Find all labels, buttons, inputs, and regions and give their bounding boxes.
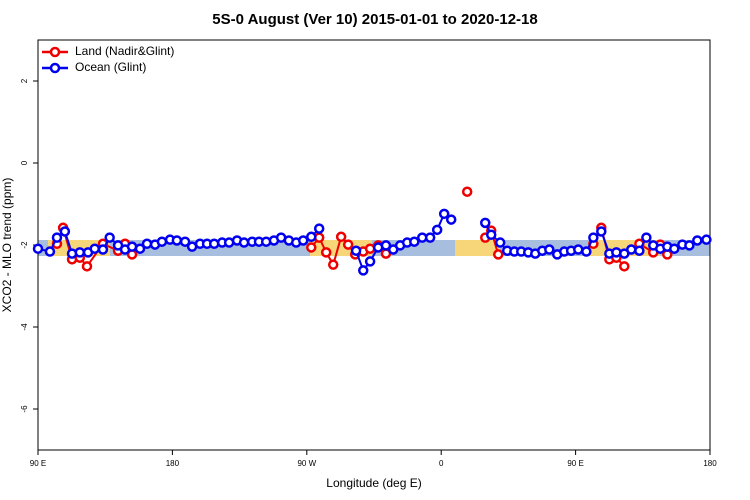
series-point bbox=[81, 261, 93, 272]
series-point bbox=[480, 217, 491, 229]
x-tick-label: 90 W bbox=[297, 459, 316, 468]
series-point bbox=[97, 244, 109, 255]
y-axis-label: XCO2 - MLO trend (ppm) bbox=[0, 178, 14, 313]
series-point bbox=[581, 246, 592, 257]
series-point bbox=[684, 240, 695, 251]
y-tick-label: -4 bbox=[20, 323, 29, 331]
series-point bbox=[619, 261, 630, 272]
y-tick-label: -2 bbox=[20, 241, 29, 249]
series-point bbox=[320, 247, 332, 258]
x-tick-label: 90 E bbox=[30, 459, 46, 468]
series-point bbox=[544, 244, 555, 255]
series-point bbox=[208, 238, 220, 250]
y-tick-label: 0 bbox=[20, 160, 29, 165]
series-point bbox=[596, 226, 607, 237]
series-point bbox=[327, 259, 339, 270]
legend-marker bbox=[49, 62, 61, 74]
series-point bbox=[134, 243, 146, 254]
series-point bbox=[492, 249, 504, 260]
series-point bbox=[485, 229, 497, 240]
series-point bbox=[32, 243, 44, 254]
series-point bbox=[238, 237, 250, 248]
series-point bbox=[89, 243, 100, 254]
series-point bbox=[701, 234, 712, 245]
series-point bbox=[431, 224, 443, 236]
y-tick-label: -6 bbox=[20, 405, 29, 413]
series-point bbox=[335, 231, 347, 243]
series-point bbox=[51, 232, 63, 243]
series-point bbox=[179, 236, 191, 247]
series-point bbox=[626, 244, 637, 255]
series-point bbox=[409, 236, 420, 247]
x-tick-label: 180 bbox=[166, 459, 180, 468]
series-point bbox=[669, 243, 680, 254]
series-point bbox=[445, 214, 457, 225]
series-point bbox=[59, 226, 71, 237]
series-point bbox=[364, 256, 376, 267]
series-point bbox=[313, 223, 325, 234]
series-point bbox=[573, 244, 584, 255]
land-band bbox=[455, 240, 500, 256]
x-tick-label: 0 bbox=[439, 459, 444, 468]
legend-label: Ocean (Glint) bbox=[75, 60, 146, 74]
series-point bbox=[634, 245, 645, 256]
series-point bbox=[104, 232, 115, 243]
series-point bbox=[350, 245, 362, 256]
series-point bbox=[44, 246, 56, 257]
x-axis-label: Longitude (deg E) bbox=[326, 476, 421, 490]
series-point bbox=[297, 235, 309, 246]
series-point bbox=[156, 236, 168, 247]
series-point bbox=[380, 240, 392, 251]
x-tick-label: 90 E bbox=[567, 459, 583, 468]
series-point bbox=[424, 232, 436, 243]
series-point bbox=[494, 237, 506, 248]
series-point bbox=[342, 239, 354, 250]
x-tick-label: 180 bbox=[703, 459, 717, 468]
series-point bbox=[692, 235, 703, 246]
series-point bbox=[306, 242, 317, 253]
series-point bbox=[588, 232, 599, 243]
series-point bbox=[611, 247, 622, 258]
series-point bbox=[438, 208, 450, 220]
y-tick-label: 2 bbox=[20, 78, 29, 83]
series-point bbox=[364, 243, 376, 254]
series-point bbox=[306, 231, 317, 243]
series-point bbox=[641, 232, 652, 243]
chart-title: 5S-0 August (Ver 10) 2015-01-01 to 2020-… bbox=[212, 11, 537, 28]
series-point bbox=[461, 186, 473, 197]
series-point bbox=[141, 238, 153, 250]
legend-label: Land (Nadir&Glint) bbox=[75, 44, 174, 58]
series-point bbox=[171, 235, 183, 246]
legend-marker bbox=[49, 46, 61, 58]
series-point bbox=[74, 247, 86, 258]
series-point bbox=[357, 265, 369, 276]
